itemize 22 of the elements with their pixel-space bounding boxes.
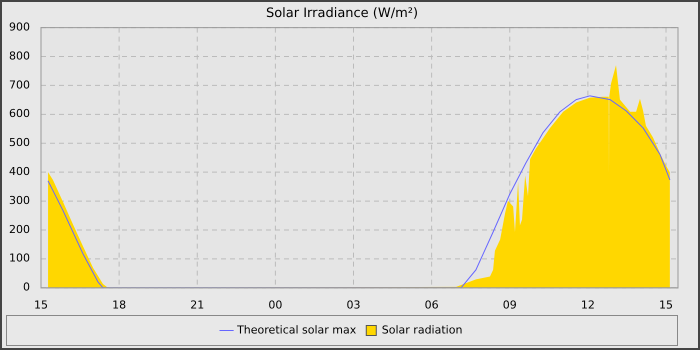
y-tick-label: 800 — [8, 49, 30, 62]
x-tick-label: 21 — [190, 298, 204, 312]
x-tick-label: 15 — [34, 298, 48, 312]
chart-title: Solar Irradiance (W/m²) — [266, 6, 418, 22]
x-tick-label: 03 — [346, 298, 361, 312]
y-tick-label: 0 — [22, 280, 30, 294]
y-tick-label: 400 — [8, 165, 30, 178]
x-tick-label: 09 — [502, 298, 517, 312]
legend-label: Theoretical solar max — [236, 323, 357, 336]
x-tick-label: 06 — [424, 298, 439, 312]
x-tick-label: 12 — [580, 298, 595, 312]
x-tick-label: 00 — [268, 298, 282, 312]
y-tick-label: 900 — [8, 20, 30, 34]
y-tick-label: 700 — [8, 78, 30, 92]
x-tick-label: 15 — [659, 298, 674, 312]
y-tick-label: 300 — [8, 194, 30, 207]
x-tick-label: 18 — [112, 298, 126, 312]
legend-label: Solar radiation — [382, 323, 462, 336]
y-tick-label: 100 — [8, 252, 30, 265]
y-tick-label: 600 — [8, 107, 30, 120]
y-tick-label: 500 — [8, 136, 30, 150]
y-tick-label: 200 — [8, 222, 30, 236]
